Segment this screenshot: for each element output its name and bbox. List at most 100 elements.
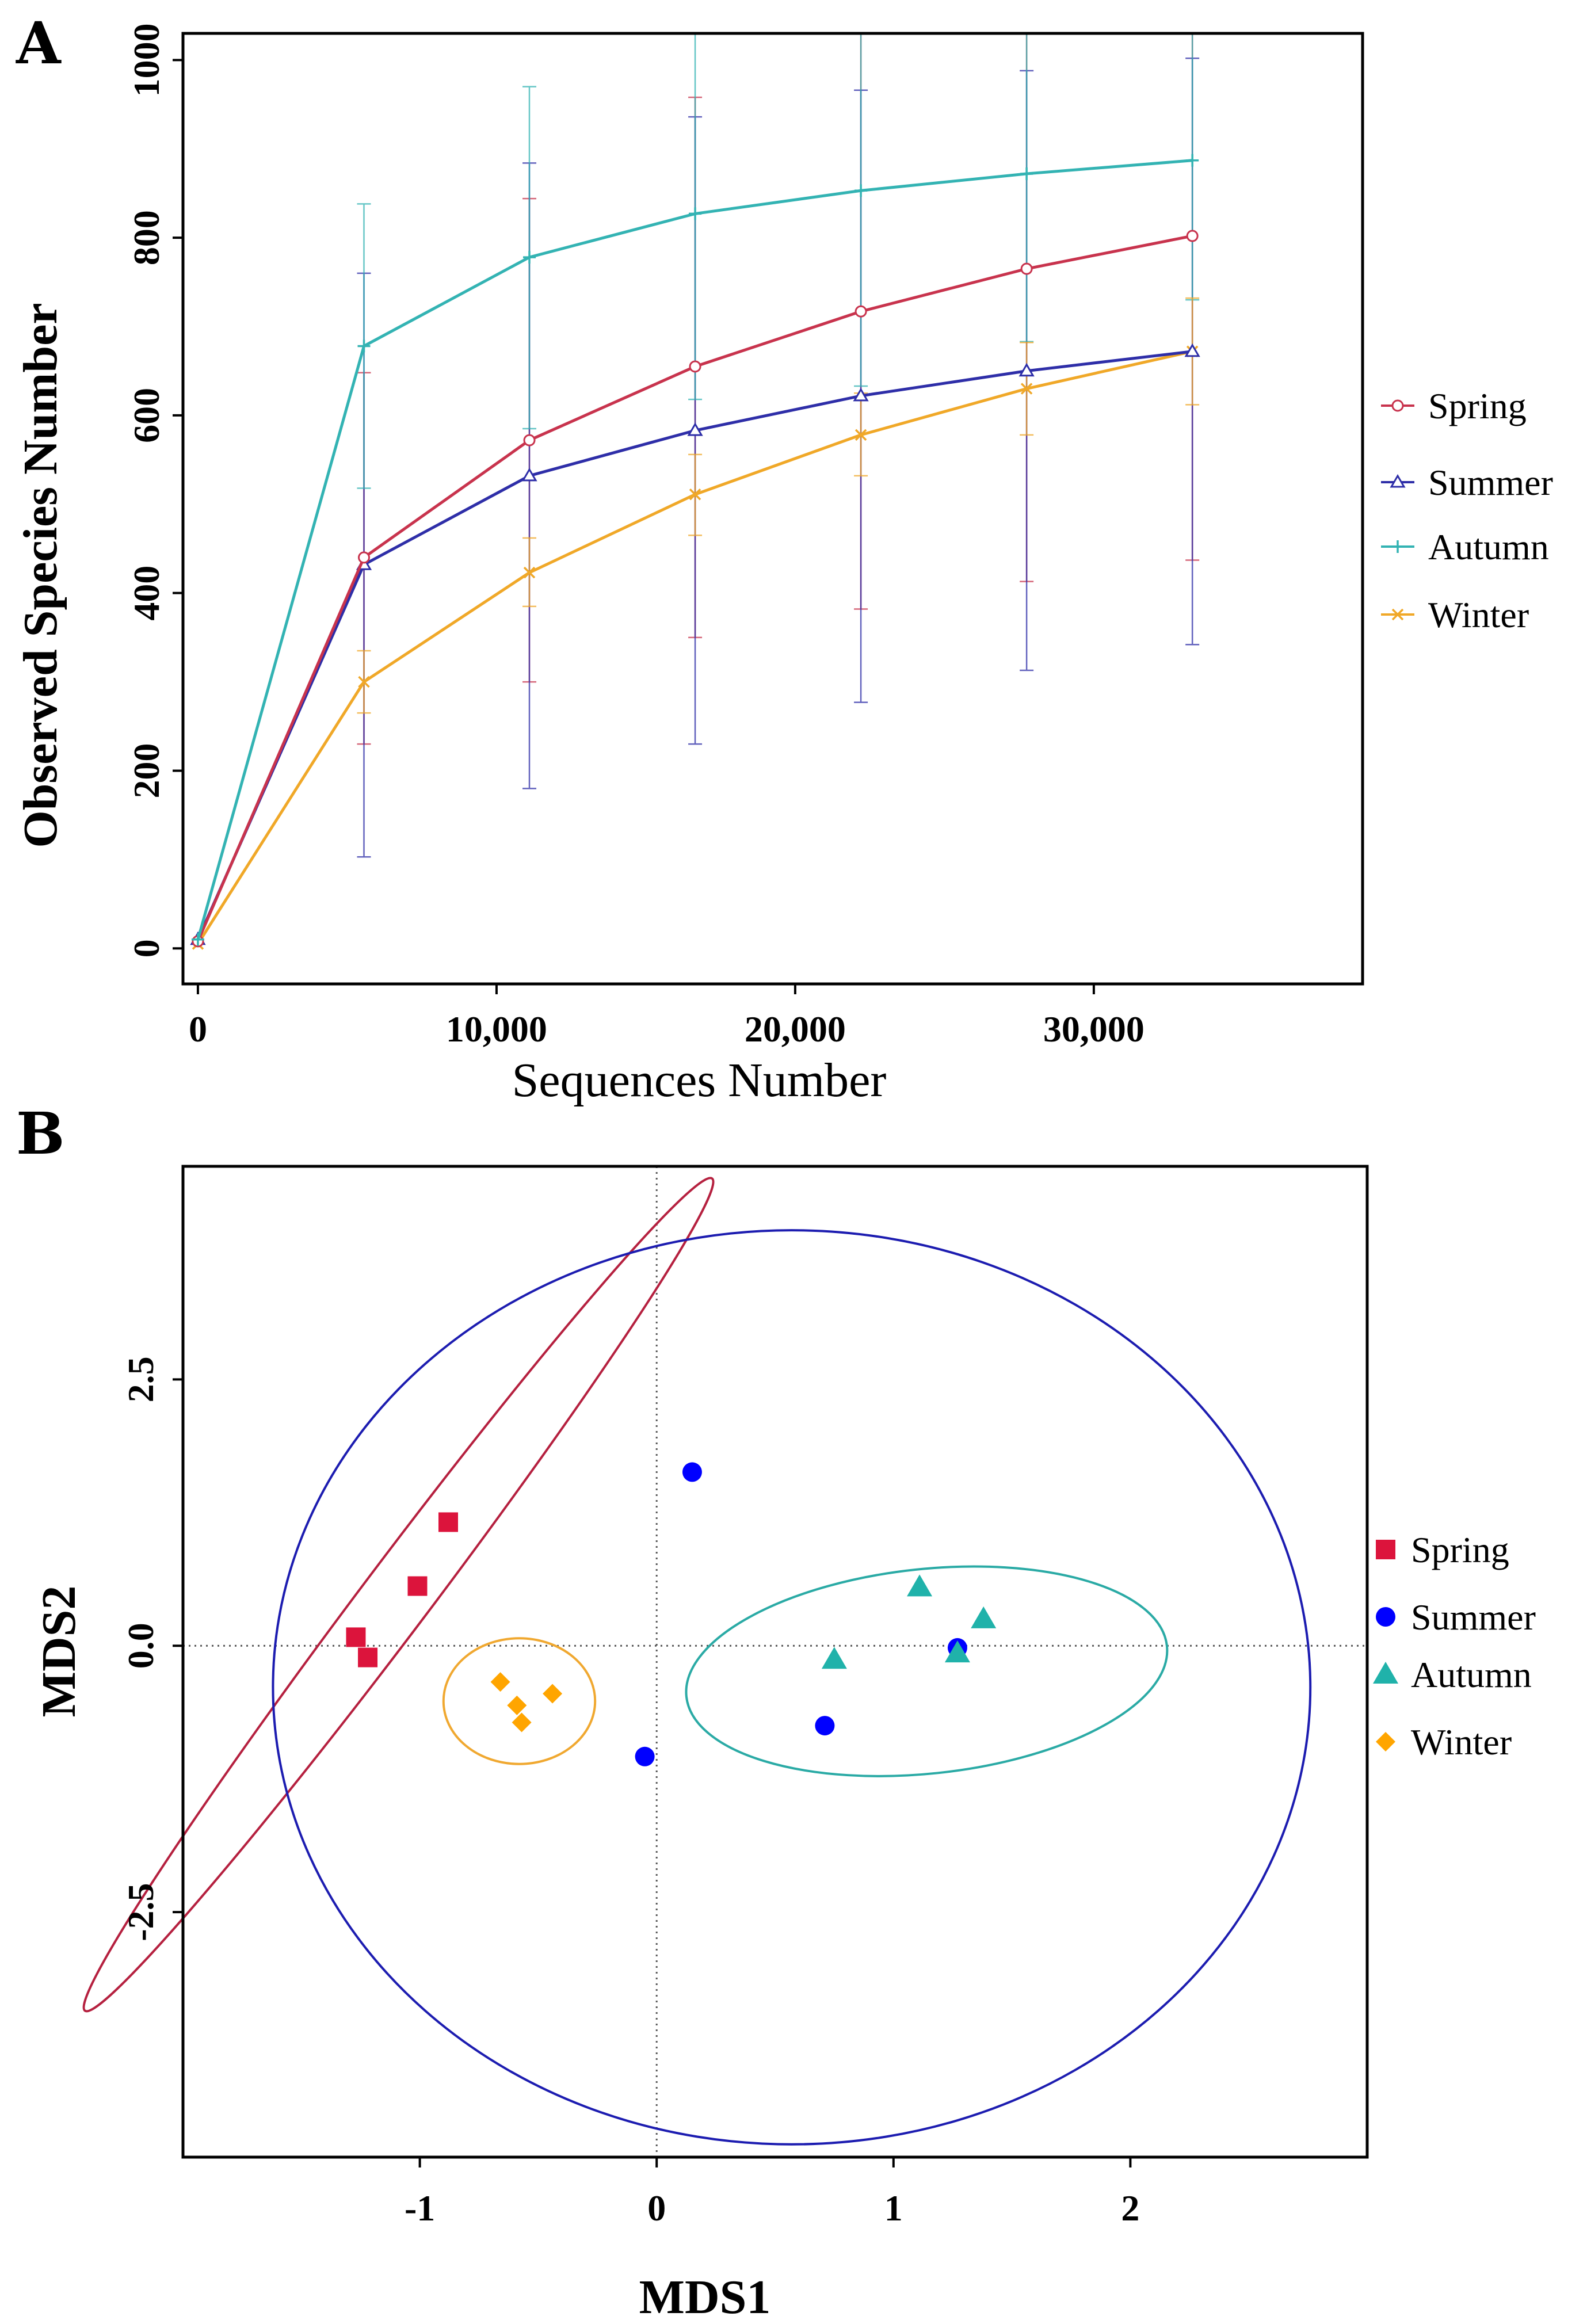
- legend-label: Summer: [1411, 1597, 1536, 1638]
- series-spring: [192, 230, 1199, 948]
- ellipse-summer: [272, 1229, 1312, 2146]
- panel-a-x-axis-title: Sequences Number: [512, 1054, 887, 1107]
- data-point: [1391, 608, 1404, 621]
- x-tick-label: 30,000: [1043, 1009, 1145, 1050]
- panel-b-x-axis-title: MDS1: [639, 2270, 771, 2324]
- y-tick-label: 0.0: [120, 1623, 161, 1669]
- series-autumn: [821, 1574, 997, 1669]
- error-bars-winter: [357, 297, 1200, 714]
- data-point: [1020, 167, 1033, 180]
- data-point: [191, 933, 204, 946]
- legend-label: Spring: [1411, 1529, 1509, 1570]
- x-tick-label: 10,000: [446, 1009, 547, 1050]
- panel-b-axes: -1 0 1 2 2.5 0.0 -2.5: [120, 1356, 1139, 2228]
- y-tick-label: 2.5: [120, 1356, 161, 1402]
- y-tick-label: 200: [126, 743, 167, 798]
- data-point: [689, 489, 701, 501]
- y-tick-label: 600: [126, 388, 167, 443]
- legend-label: Autumn: [1428, 526, 1549, 567]
- panel-a-label: A: [16, 9, 62, 77]
- data-point: [438, 1512, 458, 1532]
- error-bars-summer: [357, 57, 1200, 858]
- data-point: [1020, 383, 1033, 395]
- data-point: [682, 1462, 702, 1482]
- ellipse-autumn: [685, 1565, 1169, 1777]
- legend-swatch: [1373, 1662, 1398, 1684]
- data-point: [1186, 230, 1199, 242]
- data-point: [1186, 154, 1199, 167]
- data-point: [358, 551, 371, 564]
- data-point: [507, 1695, 527, 1715]
- data-point: [512, 1712, 532, 1732]
- data-point: [907, 1574, 933, 1597]
- data-point: [635, 1746, 655, 1766]
- x-tick-label: 20,000: [745, 1009, 846, 1050]
- y-tick-label: 800: [126, 210, 167, 265]
- data-point: [346, 1627, 366, 1647]
- legend-label: Autumn: [1411, 1654, 1532, 1695]
- panel-a-frame: [181, 32, 1364, 986]
- series-summer: [635, 1462, 967, 1766]
- legend-item-spring: Spring: [1376, 1529, 1509, 1570]
- data-point: [1184, 343, 1200, 357]
- data-point: [523, 566, 536, 579]
- data-point: [944, 1640, 970, 1663]
- legend-item-winter: Winter: [1376, 1722, 1512, 1762]
- x-tick-label: 1: [884, 2188, 903, 2228]
- data-point: [854, 184, 868, 197]
- x-tick-label: 0: [647, 2188, 666, 2228]
- data-point: [854, 429, 867, 441]
- data-point: [358, 676, 370, 688]
- data-point: [1020, 262, 1033, 275]
- data-point: [1391, 399, 1404, 412]
- series-winter: [490, 1672, 563, 1732]
- data-point: [689, 207, 702, 220]
- legend-swatch: [1376, 1540, 1395, 1559]
- legend-swatch: [1376, 1607, 1395, 1627]
- panel-b-legend: Spring Summer Autumn Winter: [1373, 1529, 1536, 1762]
- panel-b-label: B: [16, 1100, 65, 1167]
- data-point: [821, 1647, 847, 1669]
- ellipse-winter: [442, 1637, 597, 1765]
- data-point: [523, 434, 536, 447]
- data-point: [689, 360, 701, 373]
- data-point: [521, 467, 537, 482]
- series-spring: [346, 1512, 458, 1667]
- x-tick-label: 2: [1121, 2188, 1139, 2228]
- legend-label: Winter: [1411, 1722, 1512, 1762]
- panel-a-y-axis-title: Observed Species Number: [14, 303, 67, 848]
- legend-item-summer: Summer: [1381, 462, 1553, 503]
- data-point: [490, 1672, 510, 1692]
- x-tick-label: -1: [405, 2188, 435, 2228]
- data-point: [523, 251, 536, 264]
- error-bars-spring: [357, 33, 1200, 745]
- data-point: [971, 1606, 997, 1628]
- legend-item-summer: Summer: [1376, 1597, 1536, 1638]
- panel-a-axes: 0 10,000 20,000 30,000 0 200 400 600 800 1000: [126, 23, 1145, 1050]
- data-point: [853, 387, 869, 402]
- y-tick-label: 400: [126, 566, 167, 621]
- data-point: [407, 1576, 428, 1596]
- data-point: [1018, 362, 1035, 377]
- legend-item-autumn: Autumn: [1381, 526, 1549, 567]
- panel-b-y-axis-title: MDS2: [32, 1586, 86, 1718]
- data-point: [687, 422, 703, 436]
- series-winter: [192, 345, 1199, 950]
- data-point: [543, 1684, 563, 1704]
- panel-a: A 0 10,000 20,000 30,000 0 200 400 600 800 1000 S…: [14, 9, 1553, 1107]
- data-point: [1390, 474, 1406, 488]
- data-point: [815, 1716, 835, 1736]
- y-tick-label: 0: [126, 939, 167, 957]
- data-point: [358, 1647, 378, 1667]
- panel-a-legend: Spring Summer Autumn Winter: [1381, 386, 1553, 635]
- legend-item-autumn: Autumn: [1373, 1654, 1532, 1695]
- y-tick-label: -2.5: [120, 1883, 161, 1941]
- panel-b: B -1 0 1 2 2.5 0.0 -2.5 MDS1 MDS2 Spring Summer…: [16, 1100, 1536, 2324]
- data-point: [1391, 540, 1404, 553]
- legend-label: Spring: [1428, 386, 1527, 426]
- data-point: [357, 339, 371, 353]
- legend-item-spring: Spring: [1381, 386, 1527, 426]
- ellipse-spring: [82, 1177, 715, 2013]
- y-tick-label: 1000: [126, 23, 167, 97]
